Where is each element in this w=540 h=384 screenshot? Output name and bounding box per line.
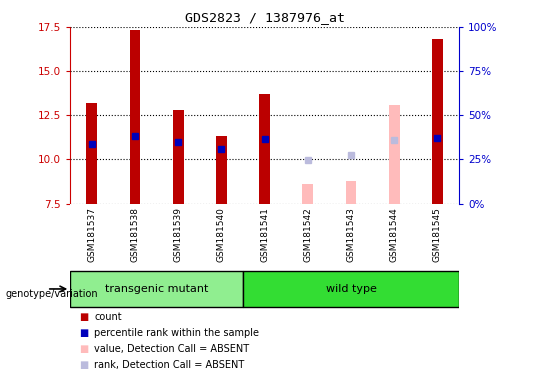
- Text: GSM181537: GSM181537: [87, 207, 96, 262]
- Bar: [302, 184, 313, 204]
- Bar: [259, 94, 270, 204]
- Bar: [86, 103, 97, 204]
- Text: ■: ■: [79, 344, 89, 354]
- Text: GSM181541: GSM181541: [260, 207, 269, 262]
- Text: transgenic mutant: transgenic mutant: [105, 284, 208, 294]
- Bar: [130, 30, 140, 204]
- Bar: [389, 104, 400, 204]
- Text: GSM181539: GSM181539: [174, 207, 183, 262]
- Text: GSM181540: GSM181540: [217, 207, 226, 262]
- Text: count: count: [94, 312, 122, 322]
- Text: genotype/variation: genotype/variation: [5, 289, 98, 299]
- Text: value, Detection Call = ABSENT: value, Detection Call = ABSENT: [94, 344, 249, 354]
- Bar: [432, 39, 443, 204]
- Bar: [216, 136, 227, 204]
- Text: ■: ■: [79, 360, 89, 370]
- Text: wild type: wild type: [326, 284, 376, 294]
- Title: GDS2823 / 1387976_at: GDS2823 / 1387976_at: [185, 11, 345, 24]
- Text: GSM181545: GSM181545: [433, 207, 442, 262]
- Text: GSM181538: GSM181538: [131, 207, 139, 262]
- Text: ■: ■: [79, 312, 89, 322]
- Text: rank, Detection Call = ABSENT: rank, Detection Call = ABSENT: [94, 360, 245, 370]
- Bar: [173, 110, 184, 204]
- Text: GSM181543: GSM181543: [347, 207, 355, 262]
- Text: GSM181544: GSM181544: [390, 207, 399, 262]
- Text: GSM181542: GSM181542: [303, 207, 312, 262]
- Bar: [346, 182, 356, 204]
- Bar: [70, 271, 243, 307]
- Bar: [243, 271, 459, 307]
- Text: ■: ■: [79, 328, 89, 338]
- Text: percentile rank within the sample: percentile rank within the sample: [94, 328, 260, 338]
